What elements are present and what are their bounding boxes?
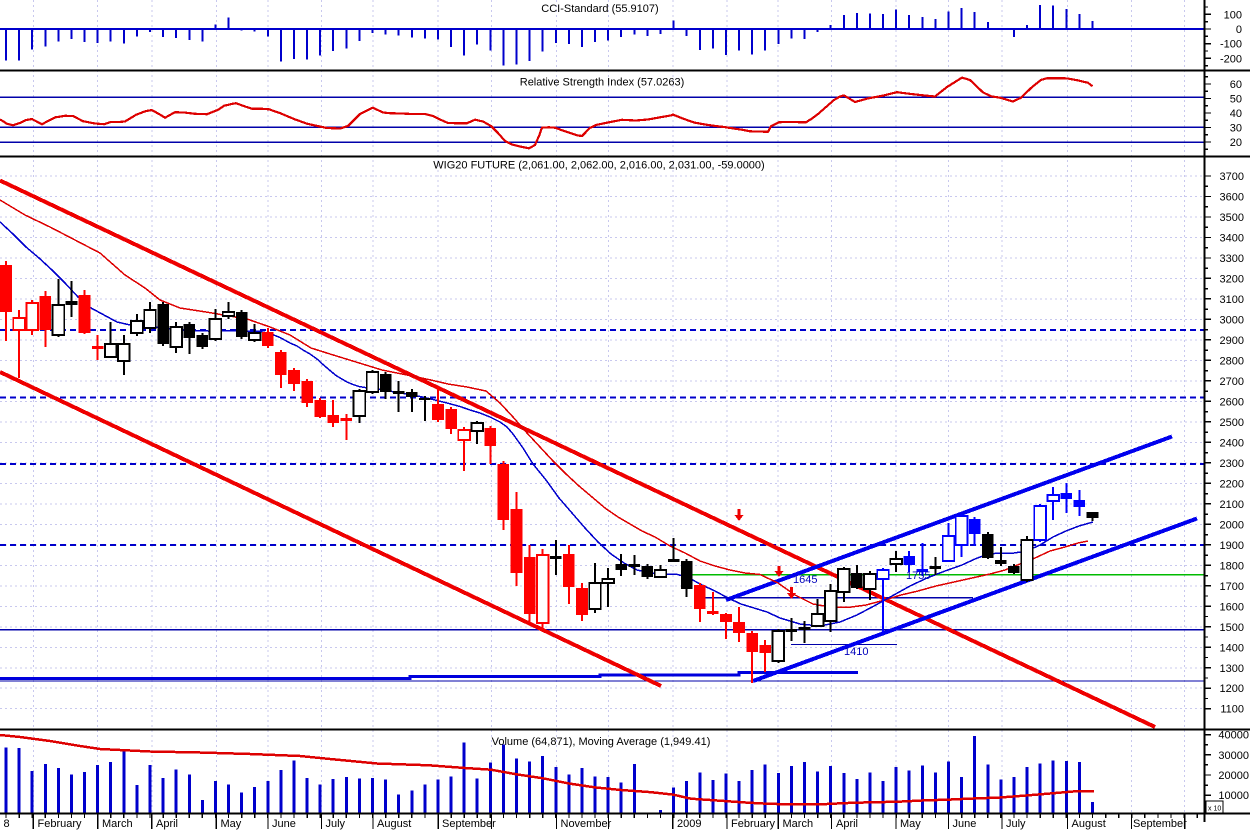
svg-text:-100: -100 xyxy=(1220,39,1242,51)
svg-text:3400: 3400 xyxy=(1220,233,1244,245)
svg-text:3700: 3700 xyxy=(1220,171,1244,183)
svg-text:1200: 1200 xyxy=(1220,683,1244,695)
svg-text:July: July xyxy=(326,818,346,830)
svg-text:-200: -200 xyxy=(1220,53,1242,65)
svg-text:Volume (64,871), Moving Averag: Volume (64,871), Moving Average (1,949.4… xyxy=(492,736,711,748)
svg-text:1700: 1700 xyxy=(1220,581,1244,593)
svg-text:February: February xyxy=(731,818,776,830)
svg-text:September: September xyxy=(442,818,496,830)
svg-text:2400: 2400 xyxy=(1220,437,1244,449)
svg-text:1100: 1100 xyxy=(1220,704,1244,716)
svg-text:May: May xyxy=(900,818,921,830)
svg-text:30000: 30000 xyxy=(1218,750,1249,762)
svg-text:August: August xyxy=(377,818,411,830)
svg-text:July: July xyxy=(1006,818,1026,830)
svg-text:March: March xyxy=(102,818,133,830)
svg-text:2200: 2200 xyxy=(1220,478,1244,490)
svg-text:CCI-Standard (55.9107): CCI-Standard (55.9107) xyxy=(541,3,658,15)
svg-text:2600: 2600 xyxy=(1220,396,1244,408)
svg-text:September: September xyxy=(1133,818,1187,830)
svg-text:3300: 3300 xyxy=(1220,253,1244,265)
svg-text:20: 20 xyxy=(1230,137,1242,149)
svg-text:1755: 1755 xyxy=(906,570,930,582)
svg-text:x 10: x 10 xyxy=(1208,806,1221,813)
svg-text:August: August xyxy=(1072,818,1106,830)
svg-text:100: 100 xyxy=(1224,9,1242,21)
svg-text:2900: 2900 xyxy=(1220,335,1244,347)
svg-text:1900: 1900 xyxy=(1220,540,1244,552)
svg-text:June: June xyxy=(272,818,296,830)
svg-text:1300: 1300 xyxy=(1220,663,1244,675)
svg-text:May: May xyxy=(221,818,242,830)
svg-text:Relative Strength Index (57.02: Relative Strength Index (57.0263) xyxy=(520,77,685,89)
svg-text:2009: 2009 xyxy=(677,818,701,830)
svg-text:2300: 2300 xyxy=(1220,458,1244,470)
svg-text:1800: 1800 xyxy=(1220,560,1244,572)
svg-text:April: April xyxy=(156,818,178,830)
svg-text:40000: 40000 xyxy=(1218,730,1249,742)
svg-text:June: June xyxy=(953,818,977,830)
svg-text:February: February xyxy=(38,818,83,830)
svg-text:1410: 1410 xyxy=(844,646,868,658)
svg-text:3600: 3600 xyxy=(1220,192,1244,204)
svg-text:3200: 3200 xyxy=(1220,273,1244,285)
svg-text:8: 8 xyxy=(4,818,10,830)
svg-text:November: November xyxy=(561,818,612,830)
svg-text:30: 30 xyxy=(1230,123,1242,135)
svg-text:10000: 10000 xyxy=(1218,790,1249,802)
svg-text:1600: 1600 xyxy=(1220,601,1244,613)
svg-text:3500: 3500 xyxy=(1220,212,1244,224)
svg-text:1645: 1645 xyxy=(793,574,817,586)
svg-text:2000: 2000 xyxy=(1220,519,1244,531)
svg-text:20000: 20000 xyxy=(1218,770,1249,782)
svg-text:WIG20 FUTURE (2,061.00, 2,062.: WIG20 FUTURE (2,061.00, 2,062.00, 2,016.… xyxy=(433,160,764,172)
svg-text:0: 0 xyxy=(1236,24,1242,36)
svg-text:2100: 2100 xyxy=(1220,499,1244,511)
svg-text:60: 60 xyxy=(1230,79,1242,91)
svg-text:3100: 3100 xyxy=(1220,294,1244,306)
svg-text:50: 50 xyxy=(1230,94,1242,106)
svg-text:2700: 2700 xyxy=(1220,376,1244,388)
svg-text:2800: 2800 xyxy=(1220,355,1244,367)
svg-text:April: April xyxy=(836,818,858,830)
svg-text:2500: 2500 xyxy=(1220,417,1244,429)
svg-text:40: 40 xyxy=(1230,108,1242,120)
svg-text:1400: 1400 xyxy=(1220,642,1244,654)
svg-text:1500: 1500 xyxy=(1220,622,1244,634)
svg-text:3000: 3000 xyxy=(1220,314,1244,326)
svg-text:March: March xyxy=(783,818,814,830)
